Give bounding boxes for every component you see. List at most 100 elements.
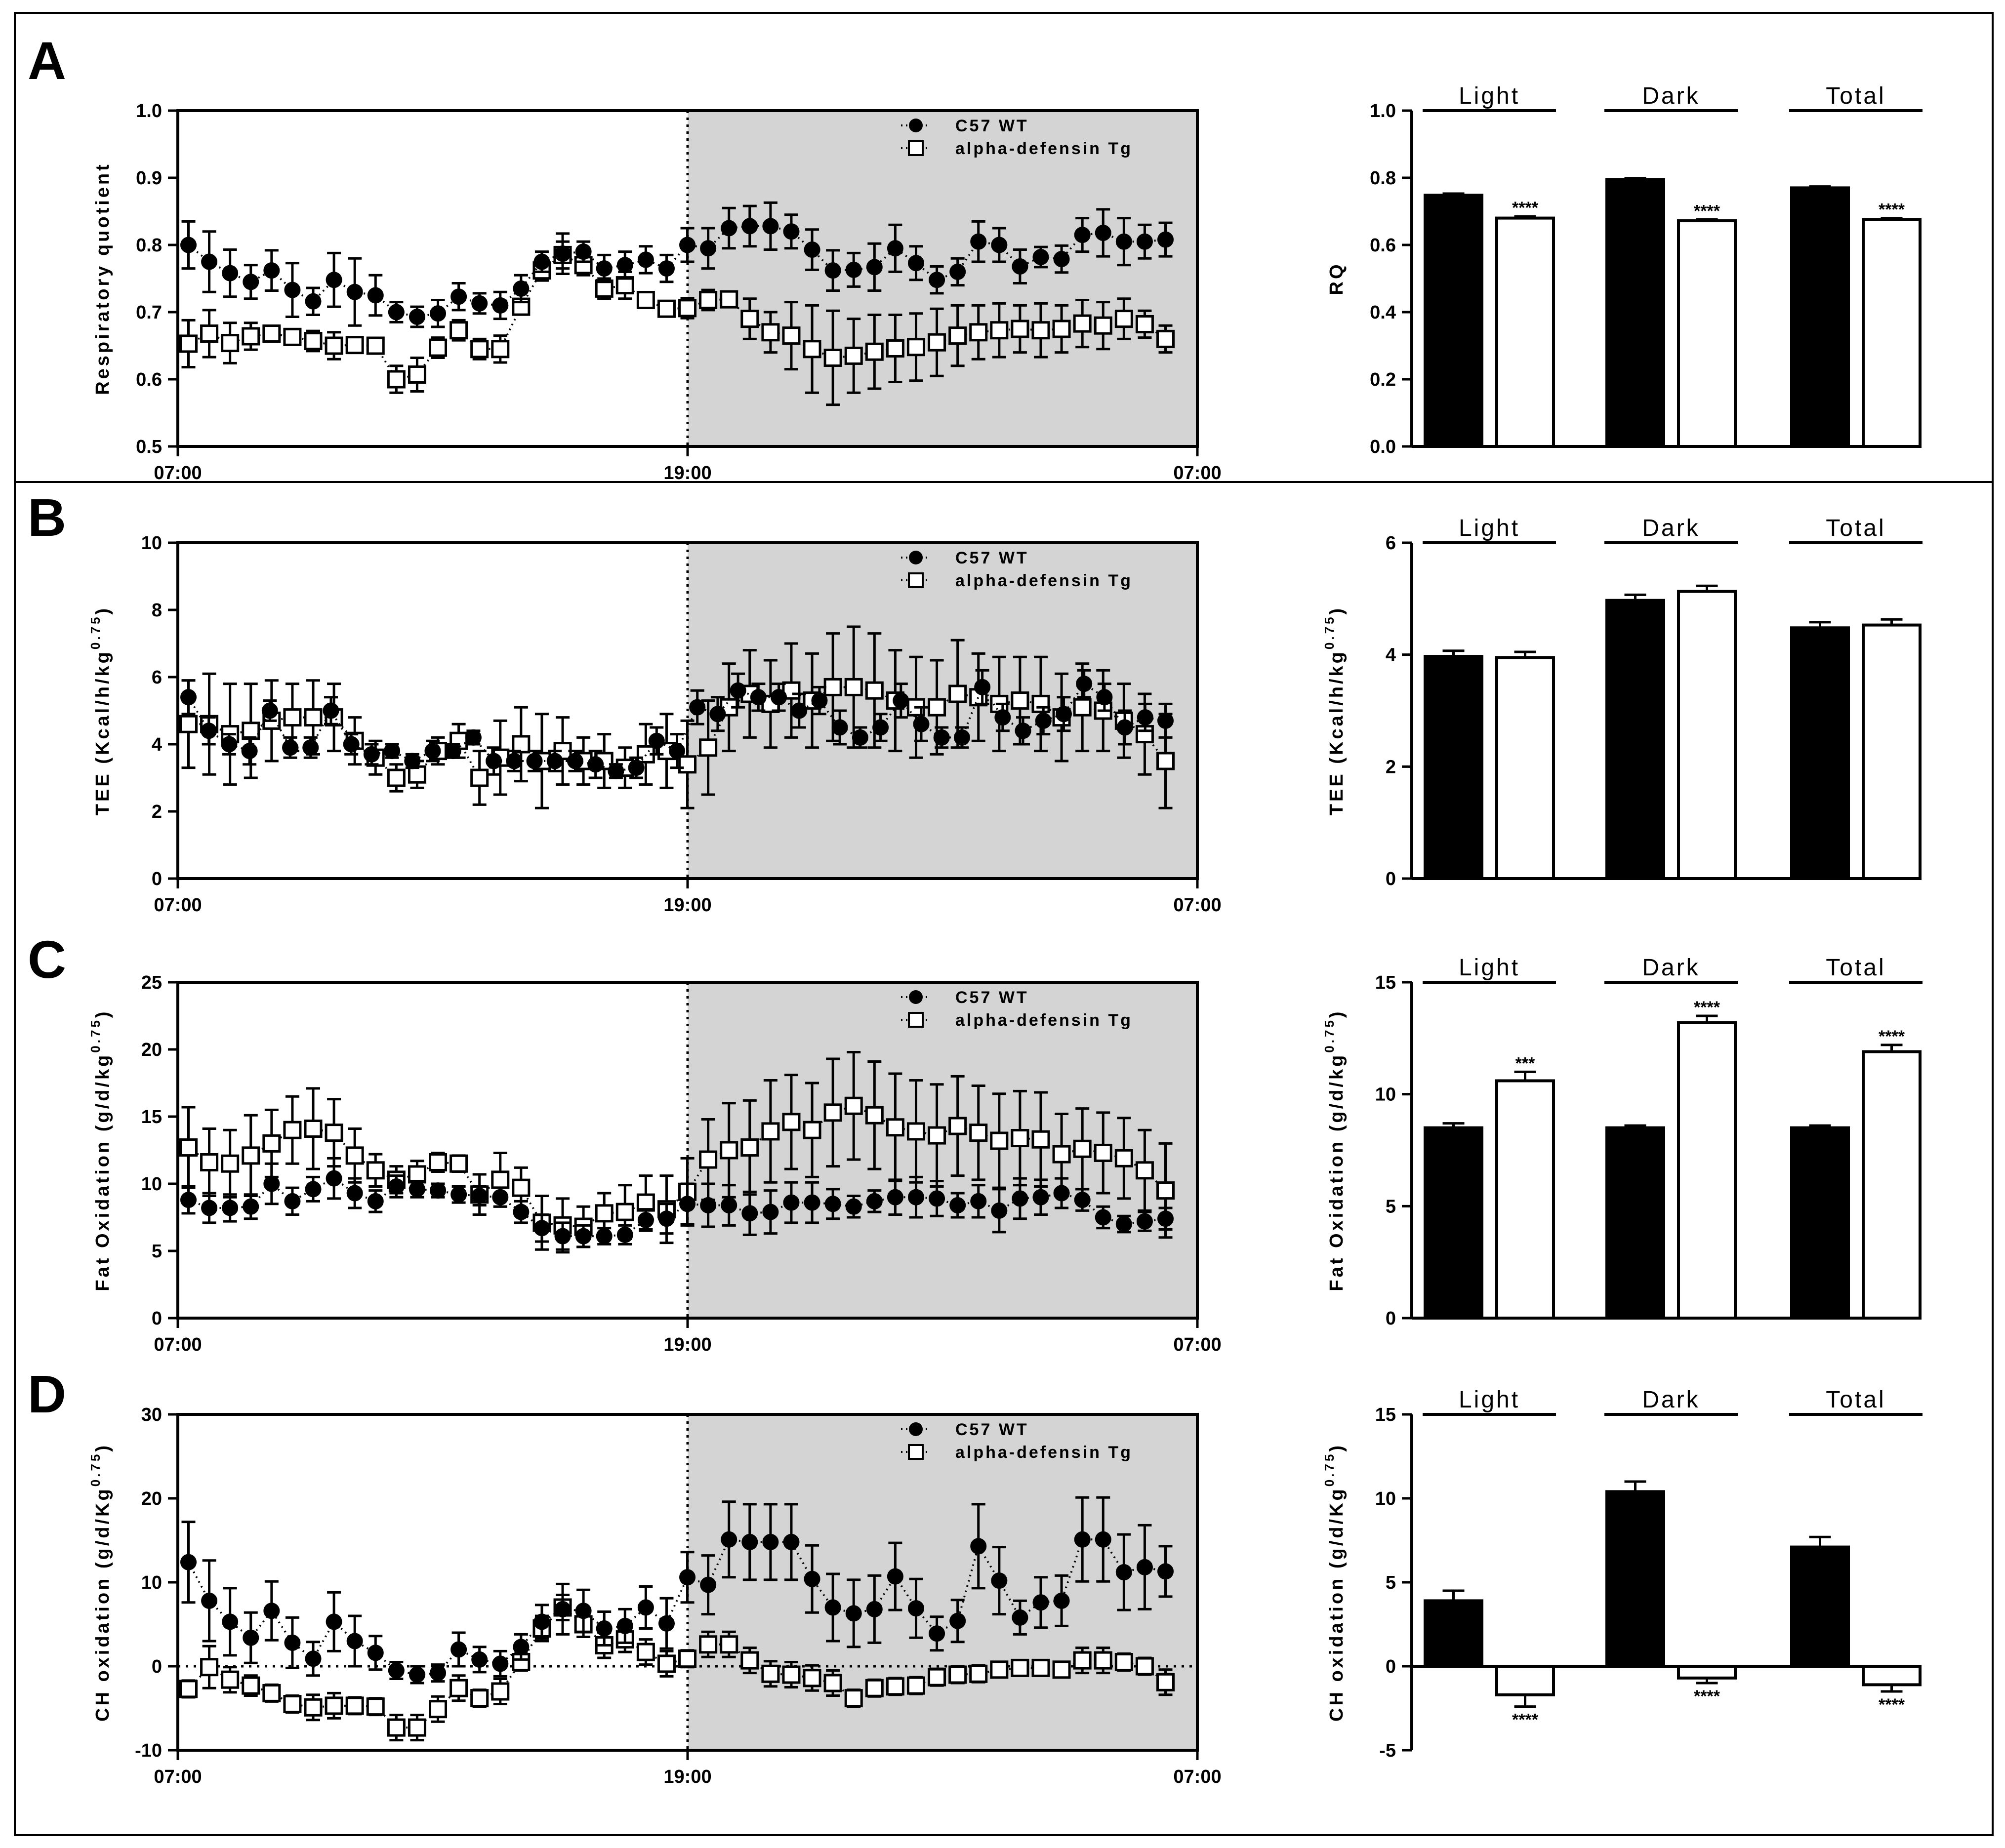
panel-b-line-wt-point bbox=[221, 736, 238, 753]
panel-b-line-wt-point bbox=[587, 756, 604, 773]
panel-b-line-wt-point bbox=[811, 692, 828, 709]
panel-b-line-wt-point bbox=[1015, 723, 1031, 739]
panel-c-line-tg-point bbox=[740, 1138, 759, 1157]
panel-d-line-legend-tg-label: alpha-defensin Tg bbox=[955, 1443, 1133, 1462]
panel-a-line-tg-point bbox=[823, 348, 842, 367]
panel-a-line-wt-point bbox=[637, 251, 654, 268]
panel-d-line-tg-point bbox=[491, 1682, 510, 1701]
panel-d-line-y-tick-label: 30 bbox=[141, 1405, 162, 1425]
panel-a-line-wt-point bbox=[596, 260, 613, 277]
panel-a-line-wt-point bbox=[845, 261, 862, 278]
panel-c-line-wt-point bbox=[804, 1194, 820, 1211]
panel-letter-d: D bbox=[28, 1364, 66, 1424]
panel-d-line-wt-point bbox=[1157, 1563, 1174, 1580]
panel-d-line-wt-point bbox=[222, 1613, 239, 1630]
panel-d-line-x-tick-label: 07:00 bbox=[1173, 1767, 1221, 1787]
panel-b-line-wt-point bbox=[791, 702, 808, 719]
panel-a-line-tg-point bbox=[740, 310, 759, 328]
panel-c-line-wt-point bbox=[700, 1197, 717, 1214]
panel-d-line-wt-point bbox=[845, 1605, 862, 1622]
panel-d-line-y-axis-label-close: ) bbox=[92, 1443, 113, 1452]
panel-b-line-y-axis-label-close: ) bbox=[92, 606, 113, 615]
panel-c-line-wt-point bbox=[346, 1185, 363, 1202]
panel-c-line-wt-point bbox=[1012, 1190, 1028, 1207]
panel-c-line-y-tick-label: 10 bbox=[141, 1174, 162, 1195]
panel-b-bar-tg-bar-light bbox=[1495, 656, 1555, 881]
panel-b-line-tg-point bbox=[1011, 691, 1029, 710]
panel-b-line-y-tick-label: 0 bbox=[152, 869, 162, 889]
panel-c-line-wt-point bbox=[554, 1228, 571, 1245]
panel-c-bar-y-axis-label-main: Fat Oxidation (g/d/kg bbox=[1326, 1053, 1347, 1291]
panel-b-bar-wt-bar-total bbox=[1790, 626, 1850, 881]
panel-a-line-wt-point bbox=[679, 237, 696, 253]
panel-b-line-y-axis-label-main: TEE (Kcal/h/kg bbox=[92, 649, 113, 815]
panel-letter-a: A bbox=[28, 31, 66, 90]
panel-c-line-legend-wt-label: C57 WT bbox=[955, 988, 1029, 1007]
panel-d-bar-wt-bar-light bbox=[1424, 1599, 1483, 1668]
panel-a-bar-wt-bar-total bbox=[1790, 186, 1850, 448]
panel-c-line-wt-point bbox=[450, 1186, 467, 1203]
panel-b-line-wt-point bbox=[282, 739, 299, 756]
panel-a-line-wt-point bbox=[388, 304, 405, 321]
panel-b-line-tg-point bbox=[387, 768, 406, 787]
panel-a-line-tg-point bbox=[283, 327, 302, 346]
panel-a-line-tg-point bbox=[262, 324, 281, 343]
panel-c-bar-significance-dark: **** bbox=[1694, 998, 1720, 1017]
panel-b-line-wt-point bbox=[1055, 706, 1072, 723]
panel-b-line-tg-point bbox=[1031, 694, 1050, 713]
panel-d-bar-y-axis-label-close: ) bbox=[1326, 1443, 1347, 1452]
panel-a-line-wt-point bbox=[991, 237, 1008, 253]
panel-d-line-wt-point bbox=[513, 1639, 530, 1655]
panel-b-bar-group-label-dark: Dark bbox=[1642, 515, 1700, 541]
panel-d-line-wt-point bbox=[866, 1601, 883, 1617]
panel-d-line-wt-point bbox=[367, 1645, 384, 1661]
panel-c-line-wt-point bbox=[1136, 1213, 1153, 1230]
panel-b-line-wt-point bbox=[424, 743, 441, 760]
panel-c-line-tg-point bbox=[450, 1154, 468, 1173]
panel-c-line-wt-point bbox=[1115, 1216, 1132, 1233]
panel-c-line-wt-point bbox=[388, 1178, 405, 1195]
panel-c-line-x-tick-label: 07:00 bbox=[1173, 1334, 1221, 1355]
panel-b-line-wt-point bbox=[669, 743, 685, 760]
panel-a-line-wt-point bbox=[222, 265, 239, 281]
panel-d-line-tg-point bbox=[906, 1676, 925, 1695]
panel-a-line-tg-point bbox=[387, 370, 406, 389]
panel-c-line-legend-tg-label: alpha-defensin Tg bbox=[955, 1011, 1133, 1030]
panel-b-line-tg-point bbox=[1156, 752, 1175, 770]
panel-d-line-tg-point bbox=[325, 1696, 343, 1715]
panel-c-line-wt-point bbox=[513, 1204, 530, 1220]
panel-c-bar-y-axis-label: Fat Oxidation (g/d/kg0.75) bbox=[1322, 1009, 1347, 1291]
panel-d-line-wt-point bbox=[741, 1533, 758, 1550]
panel-c-line-wt-point bbox=[991, 1202, 1008, 1219]
panel-c-line-dark-phase-shading bbox=[688, 982, 1197, 1318]
panel-b-line-wt-point bbox=[1157, 712, 1174, 729]
panel-b-line-wt-point bbox=[893, 692, 909, 709]
panel-d-line-tg-point bbox=[408, 1718, 426, 1737]
panel-d-line-wt-point bbox=[658, 1615, 675, 1632]
panel-d-line-wt-point bbox=[1136, 1559, 1153, 1575]
panel-d-line-wt-point bbox=[596, 1620, 613, 1637]
panel-d-line-legend-wt-label: C57 WT bbox=[955, 1420, 1029, 1439]
panel-c-line-wt-point bbox=[492, 1189, 509, 1205]
panel-b-line-wt-point bbox=[546, 753, 563, 769]
panel-a-bar-significance-total: **** bbox=[1879, 201, 1905, 219]
panel-a-bar-y-tick-label: 0.8 bbox=[1370, 168, 1396, 189]
panel-c-line-tg-point bbox=[512, 1178, 531, 1197]
panel-a-line-tg-point bbox=[1094, 316, 1112, 335]
panel-a-line-tg-point bbox=[179, 334, 198, 353]
panel-b-line-wt-point bbox=[343, 736, 360, 753]
panel-c-line-wt-point bbox=[1157, 1210, 1174, 1227]
panel-letter-b: B bbox=[28, 487, 66, 547]
panel-a-bar-y-tick-label: 0.2 bbox=[1370, 369, 1396, 390]
panel-d-bar-y-axis-label: CH oxidation (g/d/Kg0.75) bbox=[1322, 1443, 1347, 1722]
panel-d-line-wt-point bbox=[637, 1599, 654, 1616]
panel-a-line-tg-point bbox=[803, 340, 821, 359]
panel-b-line-tg-point bbox=[948, 684, 967, 703]
panel-d-line-y-tick-label: 10 bbox=[141, 1572, 162, 1593]
panel-d-bar-significance-light: **** bbox=[1512, 1711, 1539, 1729]
panel-a-bar-y-axis-label: RQ bbox=[1326, 262, 1347, 295]
panel-c-line-tg-point bbox=[1114, 1149, 1133, 1167]
panel-c-bar-y-axis-label-close: ) bbox=[1326, 1009, 1347, 1018]
panel-b-line-wt-point bbox=[628, 760, 645, 776]
panel-a-line-y-tick-label: 0.8 bbox=[136, 235, 162, 256]
